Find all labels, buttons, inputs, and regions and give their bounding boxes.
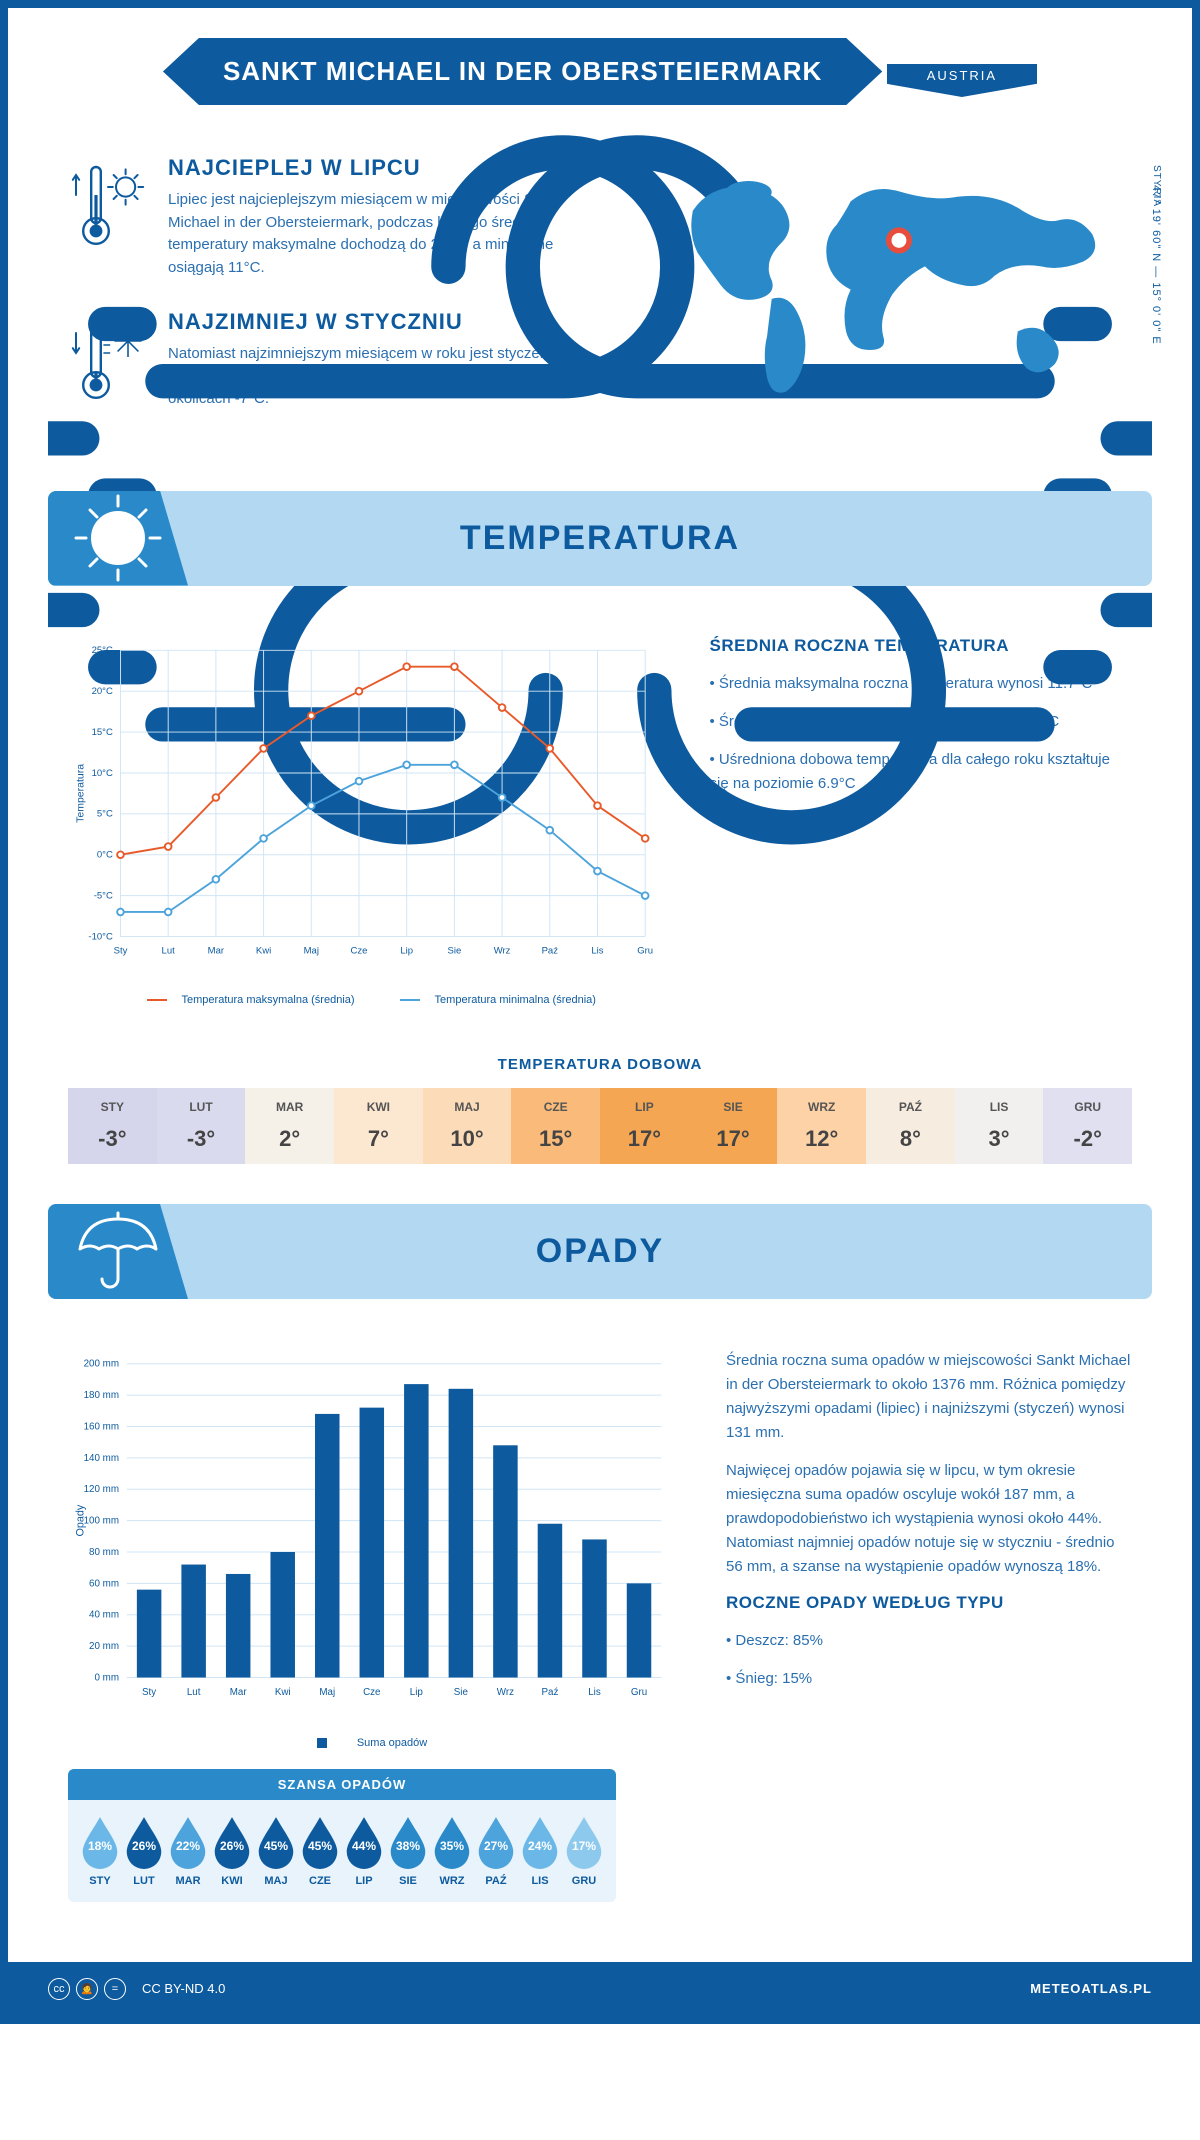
svg-text:60 mm: 60 mm xyxy=(89,1578,119,1589)
svg-text:80 mm: 80 mm xyxy=(89,1547,119,1558)
svg-text:Sie: Sie xyxy=(447,945,461,956)
svg-text:100 mm: 100 mm xyxy=(84,1515,119,1526)
daily-cell: SIE17° xyxy=(689,1088,778,1164)
svg-text:25°C: 25°C xyxy=(92,645,113,656)
svg-text:Sty: Sty xyxy=(142,1687,156,1698)
temperature-chart: -10°C -5°C 0°C 5°C 10°C 15°C 20°C 25°C Sty Lut Mar… xyxy=(68,636,660,984)
svg-text:Cze: Cze xyxy=(351,945,368,956)
rain-cell: 44%LIP xyxy=(342,1815,386,1887)
svg-text:10°C: 10°C xyxy=(92,767,113,778)
svg-text:Maj: Maj xyxy=(304,945,319,956)
svg-text:Sie: Sie xyxy=(454,1687,469,1698)
svg-text:Kwi: Kwi xyxy=(275,1687,291,1698)
svg-text:Lut: Lut xyxy=(162,945,176,956)
svg-text:200 mm: 200 mm xyxy=(84,1359,119,1370)
rain-cell: 45%CZE xyxy=(298,1815,342,1887)
daily-cell: GRU-2° xyxy=(1043,1088,1132,1164)
daily-cell: MAR2° xyxy=(245,1088,334,1164)
daily-cell: PAŹ8° xyxy=(866,1088,955,1164)
svg-text:40 mm: 40 mm xyxy=(89,1610,119,1621)
daily-cell: WRZ12° xyxy=(777,1088,866,1164)
page-title: SANKT MICHAEL IN DER OBERSTEIERMARK xyxy=(163,38,882,105)
svg-text:Paź: Paź xyxy=(542,945,559,956)
svg-text:Temperatura: Temperatura xyxy=(75,763,86,822)
svg-text:-5°C: -5°C xyxy=(94,890,113,901)
svg-text:Cze: Cze xyxy=(363,1687,381,1698)
svg-text:180 mm: 180 mm xyxy=(84,1390,119,1401)
footer: cc 🙍 = CC BY-ND 4.0 METEOATLAS.PL xyxy=(8,1962,1192,2016)
svg-text:Opady: Opady xyxy=(75,1504,87,1536)
svg-text:120 mm: 120 mm xyxy=(84,1484,119,1495)
daily-cell: LUT-3° xyxy=(157,1088,246,1164)
svg-text:Gru: Gru xyxy=(637,945,653,956)
daily-cell: CZE15° xyxy=(511,1088,600,1164)
temp-title: TEMPERATURA xyxy=(76,519,1124,558)
svg-text:140 mm: 140 mm xyxy=(84,1453,119,1464)
svg-text:160 mm: 160 mm xyxy=(84,1421,119,1432)
svg-text:Sty: Sty xyxy=(114,945,128,956)
svg-text:Lip: Lip xyxy=(400,945,413,956)
sun-icon xyxy=(68,491,168,586)
header: SANKT MICHAEL IN DER OBERSTEIERMARK AUST… xyxy=(8,8,1192,125)
daily-temp-title: TEMPERATURA DOBOWA xyxy=(8,1056,1192,1073)
precip-legend: Suma opadów xyxy=(68,1737,676,1749)
svg-text:Maj: Maj xyxy=(319,1687,335,1698)
rain-chance-panel: SZANSA OPADÓW 18%STY26%LUT22%MAR26%KWI45… xyxy=(68,1769,616,1902)
rain-cell: 17%GRU xyxy=(562,1815,606,1887)
rain-cell: 26%LUT xyxy=(122,1815,166,1887)
license-label: CC BY-ND 4.0 xyxy=(142,1981,225,1996)
daily-cell: KWI7° xyxy=(334,1088,423,1164)
svg-text:Wrz: Wrz xyxy=(497,1687,514,1698)
svg-text:Mar: Mar xyxy=(230,1687,248,1698)
rain-cell: 24%LIS xyxy=(518,1815,562,1887)
daily-cell: LIP17° xyxy=(600,1088,689,1164)
precip-type-title: ROCZNE OPADY WEDŁUG TYPU xyxy=(726,1593,1132,1613)
svg-text:5°C: 5°C xyxy=(97,808,113,819)
cc-icon: cc xyxy=(48,1978,70,2000)
svg-text:Mar: Mar xyxy=(208,945,225,956)
svg-text:Paź: Paź xyxy=(541,1687,558,1698)
svg-text:20 mm: 20 mm xyxy=(89,1641,119,1652)
rain-cell: 18%STY xyxy=(78,1815,122,1887)
daily-temp-table: STY-3°LUT-3°MAR2°KWI7°MAJ10°CZE15°LIP17°… xyxy=(68,1088,1132,1164)
rain-chance-title: SZANSA OPADÓW xyxy=(68,1769,616,1800)
by-icon: 🙍 xyxy=(76,1978,98,2000)
rain-cell: 26%KWI xyxy=(210,1815,254,1887)
svg-text:Gru: Gru xyxy=(631,1687,647,1698)
svg-text:Kwi: Kwi xyxy=(256,945,271,956)
country-label: AUSTRIA xyxy=(927,68,997,83)
temp-legend: Temperatura maksymalna (średnia)Temperat… xyxy=(68,994,660,1006)
svg-text:15°C: 15°C xyxy=(92,726,113,737)
svg-text:Lis: Lis xyxy=(591,945,603,956)
nd-icon: = xyxy=(104,1978,126,2000)
svg-text:Lut: Lut xyxy=(187,1687,201,1698)
umbrella-icon xyxy=(68,1204,168,1299)
rain-cell: 27%PAŹ xyxy=(474,1815,518,1887)
precip-title: OPADY xyxy=(76,1232,1124,1271)
site-label: METEOATLAS.PL xyxy=(1030,1981,1152,1996)
rain-cell: 38%SIE xyxy=(386,1815,430,1887)
svg-text:Wrz: Wrz xyxy=(494,945,511,956)
world-map xyxy=(644,155,1132,415)
precip-type-list: Deszcz: 85%Śnieg: 15% xyxy=(726,1629,1132,1691)
rain-cell: 35%WRZ xyxy=(430,1815,474,1887)
svg-text:Lis: Lis xyxy=(588,1687,601,1698)
rain-cell: 45%MAJ xyxy=(254,1815,298,1887)
precipitation-chart: 0 mm 20 mm 40 mm 60 mm 80 mm 100 mm 120 mm 140 … xyxy=(68,1349,676,1727)
svg-text:0°C: 0°C xyxy=(97,849,113,860)
svg-text:Lip: Lip xyxy=(410,1687,424,1698)
coords-label: 47° 19' 60" N — 15° 0' 0" E xyxy=(1150,185,1162,345)
rain-cell: 22%MAR xyxy=(166,1815,210,1887)
daily-cell: LIS3° xyxy=(955,1088,1044,1164)
precip-p2: Najwięcej opadów pojawia się w lipcu, w … xyxy=(726,1459,1132,1579)
precip-p1: Średnia roczna suma opadów w miejscowośc… xyxy=(726,1349,1132,1445)
daily-cell: MAJ10° xyxy=(423,1088,512,1164)
svg-text:-10°C: -10°C xyxy=(88,931,113,942)
svg-text:20°C: 20°C xyxy=(92,686,113,697)
temp-section-header: TEMPERATURA xyxy=(48,491,1152,586)
daily-cell: STY-3° xyxy=(68,1088,157,1164)
precip-section-header: OPADY xyxy=(48,1204,1152,1299)
svg-text:0 mm: 0 mm xyxy=(94,1672,119,1683)
